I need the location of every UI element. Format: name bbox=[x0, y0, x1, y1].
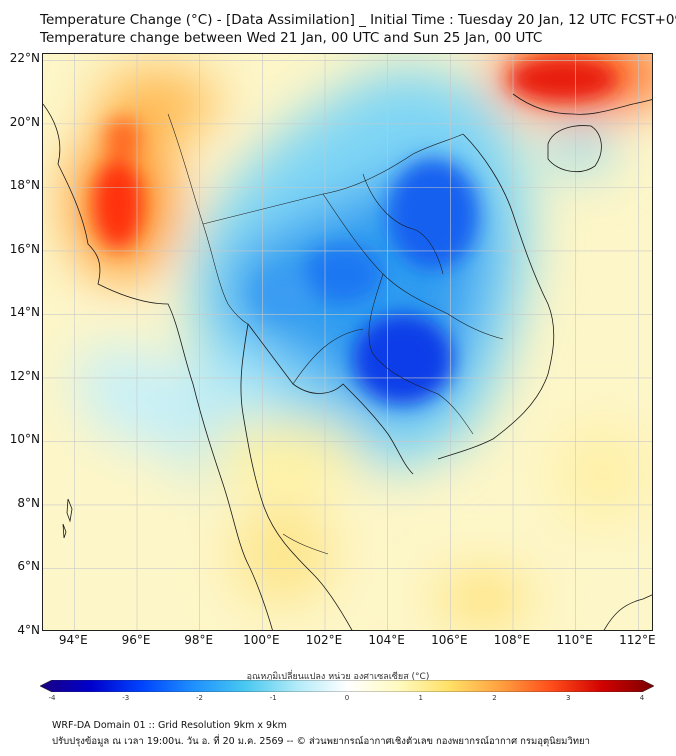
colorbar bbox=[40, 680, 654, 692]
graticule bbox=[43, 54, 652, 630]
lon-tick-label: 108°E bbox=[493, 633, 531, 647]
lon-tick-label: 100°E bbox=[243, 633, 280, 647]
temperature-map bbox=[43, 54, 652, 630]
lat-tick-label: 18°N bbox=[9, 178, 40, 193]
map-title: Temperature Change (°C) - [Data Assimila… bbox=[40, 12, 676, 28]
lat-tick-label: 12°N bbox=[9, 368, 40, 383]
temperature-field-core bbox=[93, 57, 618, 404]
colorbar-tick-label: 3 bbox=[566, 694, 571, 702]
colorbar-label: อุณหภูมิเปลี่ยนแปลง หน่วย องศาเซลเซียส (… bbox=[246, 672, 430, 682]
lat-tick-label: 10°N bbox=[9, 432, 40, 447]
lon-tick-label: 94°E bbox=[58, 633, 88, 647]
lon-tick-label: 106°E bbox=[431, 633, 468, 647]
colorbar-tick-label: -1 bbox=[269, 694, 277, 702]
colorbar-tick-label: -2 bbox=[196, 694, 203, 702]
colorbar-tick-label: 1 bbox=[418, 694, 423, 702]
colorbar-tick-label: -4 bbox=[48, 694, 56, 702]
map-frame bbox=[42, 53, 653, 631]
lat-tick-label: 6°N bbox=[17, 559, 40, 574]
colorbar-tick-label: -3 bbox=[122, 694, 130, 702]
coastlines bbox=[43, 93, 652, 630]
country-borders bbox=[167, 113, 504, 555]
lat-tick-label: 14°N bbox=[9, 305, 40, 320]
colorbar-tick-label: 4 bbox=[639, 694, 645, 702]
colorbar-tick-label: 0 bbox=[344, 694, 350, 702]
colorbar-ramp bbox=[40, 680, 654, 692]
lon-tick-label: 104°E bbox=[368, 633, 405, 647]
lat-tick-label: 4°N bbox=[17, 623, 40, 637]
lat-tick-label: 16°N bbox=[9, 241, 40, 256]
map-subtitle: Temperature change between Wed 21 Jan, 0… bbox=[40, 30, 543, 46]
colorbar-tick-label: 2 bbox=[492, 694, 497, 702]
lon-tick-label: 102°E bbox=[305, 633, 343, 647]
lat-tick-label: 8°N bbox=[17, 495, 40, 510]
lon-tick-label: 112°E bbox=[619, 633, 656, 647]
lat-tick-label: 20°N bbox=[9, 114, 40, 129]
lon-tick-label: 98°E bbox=[184, 633, 214, 647]
model-info: WRF-DA Domain 01 :: Grid Resolution 9km … bbox=[52, 720, 287, 731]
lat-tick-label: 22°N bbox=[9, 51, 40, 66]
update-info: ปรับปรุงข้อมูล ณ เวลา 19:00น. วัน อ. ที่… bbox=[52, 736, 590, 747]
lon-tick-label: 96°E bbox=[121, 633, 151, 647]
lon-tick-label: 110°E bbox=[556, 633, 593, 647]
